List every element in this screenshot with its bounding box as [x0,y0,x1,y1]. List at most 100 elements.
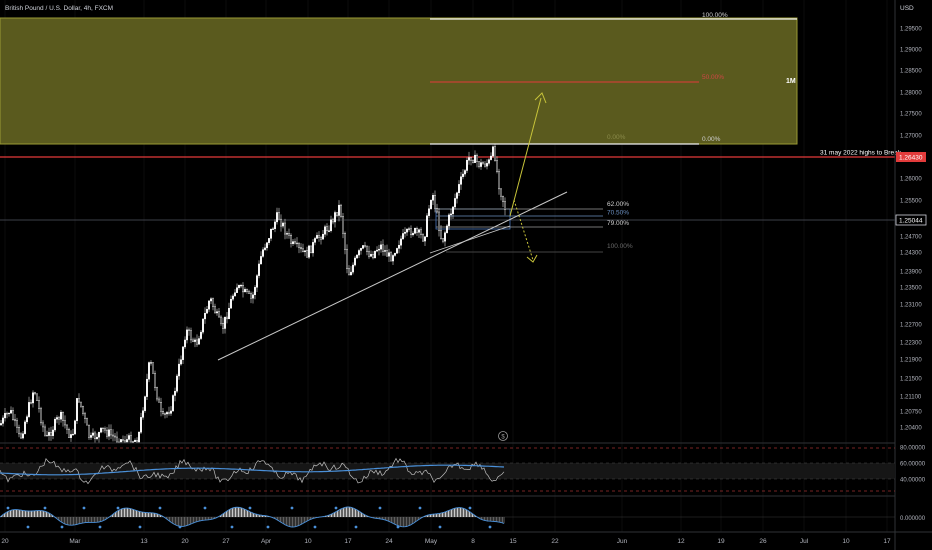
macd-cross-dot [26,525,30,529]
rsi-tick-label: 40.00000 [900,478,926,484]
price-tick-label: 1.27000 [900,134,922,140]
time-tick-label: May [425,538,438,545]
macd-cross-dot [60,525,64,529]
macd-cross-dot [248,506,252,510]
resistance-price-badge [896,152,926,162]
macd-cross-dot [178,525,182,529]
price-tick-label: 1.28500 [900,69,922,75]
rsi-tick-label: 60.00000 [900,462,926,468]
fib-target-zone[interactable] [0,17,798,145]
oscillator-axis: 80.00000 60.00000 40.00000 0.000000 [900,446,926,523]
macd-cross-dot [43,506,47,510]
time-tick-label: 17 [883,538,891,545]
fib-label-100: 100.00% [702,12,728,19]
price-tick-label: 1.29000 [900,48,922,54]
time-tick-label: 10 [304,538,312,545]
macd-cross-dot [334,506,338,510]
macd-cross-dot [138,525,142,529]
current-price-badge [895,214,927,226]
time-tick-label: 13 [140,538,148,545]
resistance-price-text: 1.26430 [899,155,923,162]
time-tick-label: 27 [222,538,230,545]
macd-cross-dot [468,506,472,510]
macd-cross-dot [354,525,358,529]
macd-cross-dot [418,506,422,510]
retr-label-79: 79.00% [607,220,629,227]
time-tick-label: Mar [69,538,81,545]
time-tick-label: Apr [261,538,272,545]
fib-label-0-inner: 0.00% [607,134,626,141]
ascending-trendline[interactable] [217,191,568,361]
time-tick-label: Jul [800,538,809,545]
price-tick-label: 1.21500 [900,377,922,383]
price-tick-label: 1.20750 [900,410,922,416]
macd-cross-dot [6,506,10,510]
time-tick-label: 24 [385,538,393,545]
price-tick-label: 1.24700 [900,235,922,241]
bullish-projection-arrow[interactable] [509,97,542,217]
macd-cross-dot [98,525,102,529]
time-tick-label: 12 [677,538,685,545]
macd-cross-dot [488,525,492,529]
bullish-arrow-head [534,92,547,104]
price-tick-label: 1.22700 [900,323,922,329]
macd-tick-label: 0.000000 [900,516,926,522]
rsi-tick-label: 80.00000 [900,446,926,452]
macd-cross-dots [6,506,492,529]
candlestick-series [0,144,507,444]
macd-cross-dot [290,506,294,510]
price-tick-label: 1.21100 [900,395,922,401]
macd-cross-dot [230,525,234,529]
macd-cross-dot [82,506,86,510]
price-tick-label: 1.23100 [900,303,922,309]
currency-label: USD [900,5,914,12]
macd-cross-dot [378,506,382,510]
macd-line [0,506,505,528]
price-tick-label: 1.28000 [900,91,922,97]
time-tick-label: 22 [551,538,559,545]
retr-label-62: 62.00% [607,201,629,208]
resistance-note: 31 may 2022 highs to Break [820,150,902,157]
time-tick-label: 15 [509,538,517,545]
timeframe-tag: 1M [786,78,796,85]
price-tick-label: 1.25500 [900,199,922,205]
macd-cross-dot [203,506,207,510]
macd-cross-dot [438,525,442,529]
fib-label-0: 0.00% [702,136,721,143]
time-tick-label: 19 [717,538,725,545]
retr-label-100: 100.00% [607,243,633,250]
rsi-band [0,463,895,479]
price-tick-label: 1.21900 [900,358,922,364]
time-tick-label: 26 [759,538,767,545]
macd-cross-dot [313,525,317,529]
fib-label-50: 50.00% [702,74,724,81]
price-tick-label: 1.24300 [900,251,922,257]
time-tick-label: 10 [842,538,850,545]
rsi-moving-average [0,464,505,476]
price-tick-label: 1.27500 [900,112,922,118]
dollar-circle-icon[interactable]: $ [498,431,508,441]
macd-cross-dot [266,525,270,529]
time-tick-label: 20 [1,538,9,545]
time-axis[interactable]: 20 Mar 13 20 27 Apr 10 17 24 May 8 15 22 Jun 12 19 26 Jul… [1,538,891,545]
bearish-projection-arrow[interactable] [513,199,534,261]
inner-trendline[interactable] [429,225,511,254]
symbol-title[interactable]: British Pound / U.S. Dollar, 4h, FXCM [5,5,113,12]
time-tick-label: Jun [617,538,628,545]
macd-cross-dot [396,525,400,529]
bearish-arrow-head [526,254,538,263]
time-tick-label: 20 [181,538,189,545]
current-price-text: 1.25044 [899,218,923,225]
time-tick-label: 8 [471,538,475,545]
price-tick-label: 1.22300 [900,341,922,347]
retr-label-70: 70.50% [607,210,629,217]
price-tick-label: 1.23900 [900,270,922,276]
time-tick-label: 17 [344,538,352,545]
svg-text:$: $ [501,435,505,441]
price-tick-label: 1.20400 [900,426,922,432]
macd-histogram [1,507,505,527]
price-tick-label: 1.29500 [900,27,922,33]
price-tick-label: 1.26000 [900,177,922,183]
macd-cross-dot [116,506,120,510]
